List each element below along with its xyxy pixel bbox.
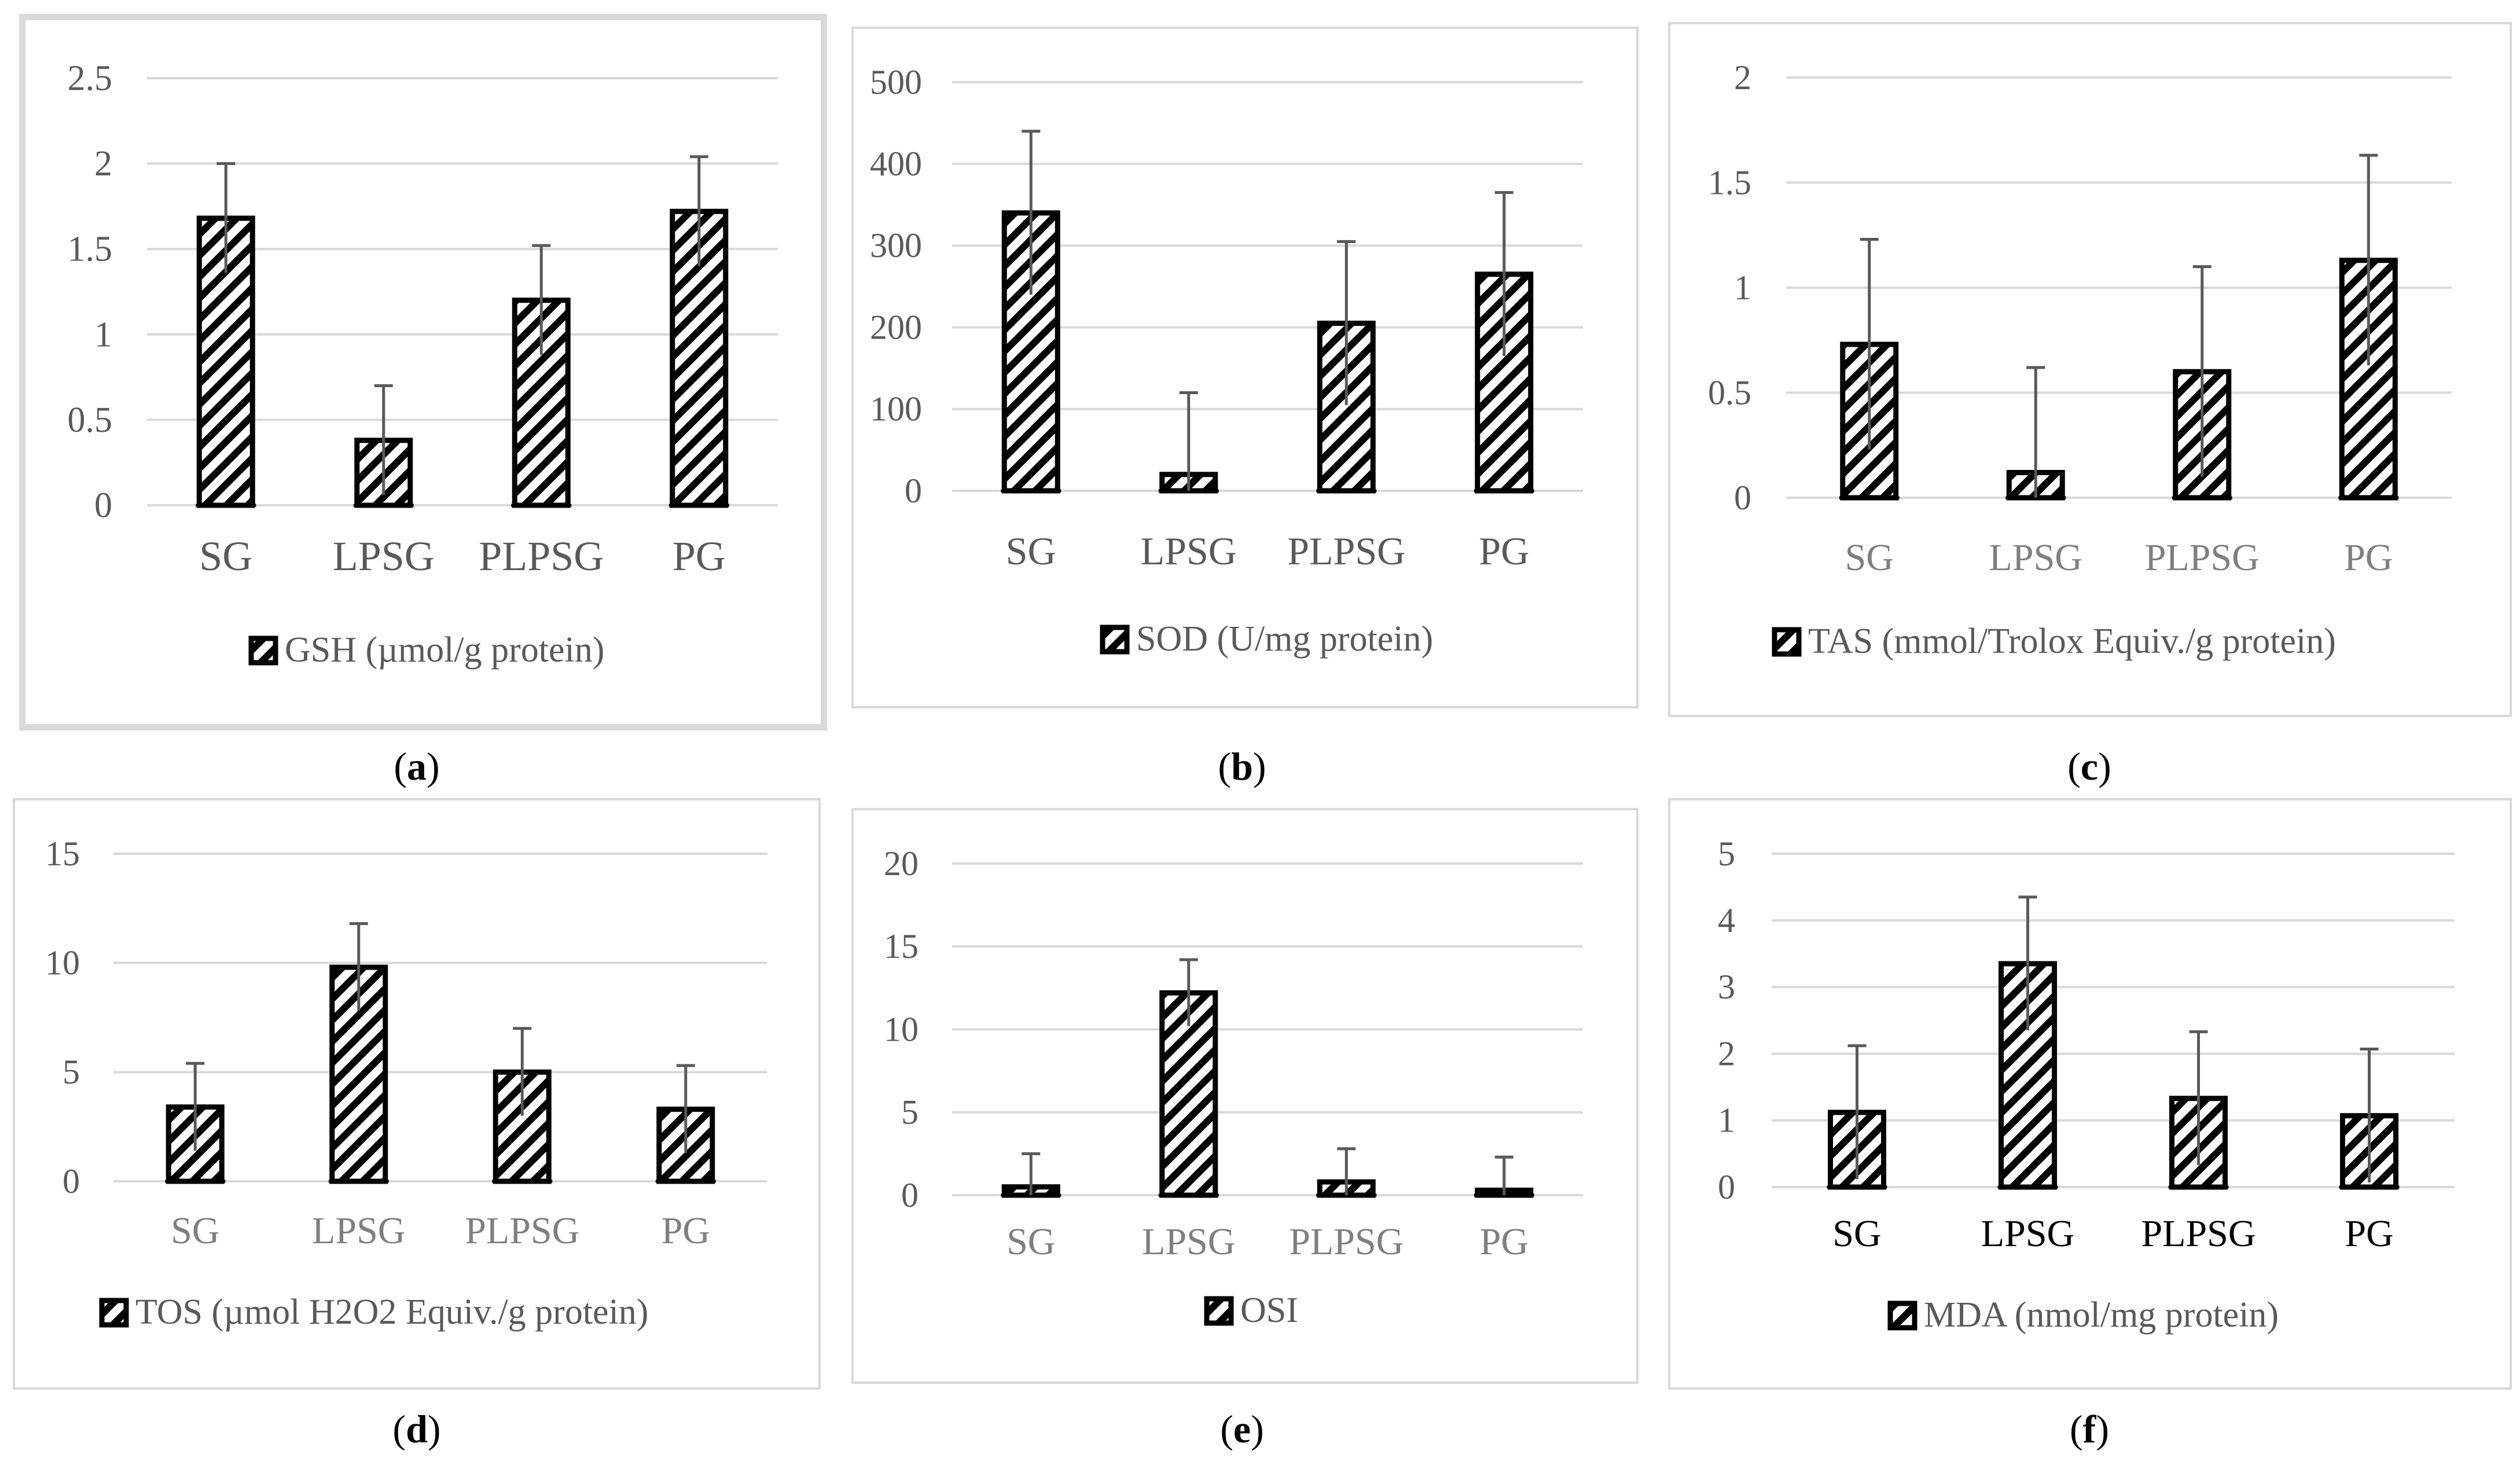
chart-svg-c: 0 0.5 1 1.5 2 SG LPSG PLPSG PG TAS (mmol/Trolox E… bbox=[1708, 58, 2452, 661]
x-tick-label: LPSG bbox=[1142, 1221, 1235, 1263]
x-tick-label: LPSG bbox=[1141, 529, 1237, 573]
x-tick-label: SG bbox=[171, 1210, 219, 1252]
y-tick-label: 3 bbox=[1718, 968, 1735, 1006]
chart-svg-a: 0 0.5 1 1.5 2 2.5 SG LPSG PLPSG PG GSH (µmol/g pro… bbox=[68, 58, 778, 670]
x-tick-label: PLPSG bbox=[1289, 1221, 1404, 1263]
legend-label: GSH (µmol/g protein) bbox=[285, 630, 604, 670]
chart-svg-d: 0 5 10 15 SG LPSG PLPSG PG TOS (µmol H2O2 Equiv.… bbox=[45, 835, 767, 1332]
y-tick-label: 2 bbox=[1718, 1034, 1735, 1072]
x-tick-label: LPSG bbox=[312, 1210, 405, 1252]
x-tick-label: PG bbox=[662, 1210, 710, 1252]
y-tick-label: 100 bbox=[870, 390, 922, 428]
y-tick-label: 0 bbox=[901, 1176, 919, 1214]
caption-letter-e: e bbox=[1233, 1407, 1251, 1451]
legend: TAS (mmol/Trolox Equiv./g protein) bbox=[1772, 622, 2336, 661]
legend-swatch bbox=[1772, 627, 1802, 657]
caption-d: (d) bbox=[392, 1407, 441, 1451]
y-tick-label: 1.5 bbox=[68, 230, 113, 269]
legend-label: OSI bbox=[1240, 1291, 1298, 1330]
y-tick-label: 5 bbox=[63, 1053, 80, 1091]
x-tick-label: PG bbox=[1479, 529, 1529, 573]
caption-f: (f) bbox=[2070, 1407, 2109, 1451]
chart-svg-e: 0 5 10 15 20 SG LPSG PLPSG PG OSI bbox=[884, 844, 1583, 1330]
legend-swatch bbox=[248, 636, 278, 666]
chart-panel-e: 0 5 10 15 20 SG LPSG PLPSG PG OSI bbox=[851, 808, 1639, 1384]
y-tick-label: 20 bbox=[884, 844, 919, 883]
y-tick-label: 5 bbox=[901, 1093, 919, 1132]
caption-letter-c: c bbox=[2080, 744, 2099, 788]
legend-swatch bbox=[1204, 1296, 1234, 1326]
legend: SOD (U/mg protein) bbox=[1100, 619, 1433, 659]
chart-svg-b: 0 100 200 300 400 500 SG LPSG PLPSG PG SOD (U/mg p… bbox=[870, 63, 1583, 659]
caption-letter-f: f bbox=[2082, 1407, 2096, 1451]
y-tick-label: 0 bbox=[63, 1162, 80, 1200]
y-tick-label: 0 bbox=[1734, 479, 1751, 517]
y-tick-label: 10 bbox=[884, 1010, 919, 1048]
chart-panel-b: 0 100 200 300 400 500 SG LPSG PLPSG PG SOD (U/mg p… bbox=[851, 27, 1639, 708]
legend-swatch bbox=[1100, 625, 1130, 655]
y-tick-label: 1 bbox=[94, 315, 112, 354]
legend: GSH (µmol/g protein) bbox=[248, 630, 604, 670]
y-tick-label: 1 bbox=[1718, 1101, 1735, 1140]
y-tick-label: 200 bbox=[870, 308, 922, 346]
x-tick-label: SG bbox=[1006, 1221, 1055, 1263]
caption-letter-d: d bbox=[406, 1407, 428, 1451]
caption-c: (c) bbox=[2067, 744, 2111, 788]
y-tick-label: 15 bbox=[45, 835, 80, 873]
y-tick-label: 0 bbox=[94, 486, 112, 525]
y-tick-label: 15 bbox=[884, 927, 919, 965]
caption-b: (b) bbox=[1218, 744, 1266, 788]
legend-swatch bbox=[1887, 1301, 1917, 1331]
x-tick-label: PG bbox=[673, 533, 726, 579]
x-tick-label: LPSG bbox=[1981, 1213, 2074, 1255]
legend-label: MDA (nmol/mg protein) bbox=[1924, 1295, 2279, 1335]
y-tick-label: 2 bbox=[1734, 58, 1751, 97]
caption-letter-a: a bbox=[407, 744, 427, 788]
chart-panel-c: 0 0.5 1 1.5 2 SG LPSG PLPSG PG TAS (mmol/Trolox E… bbox=[1668, 22, 2512, 717]
legend: MDA (nmol/mg protein) bbox=[1887, 1295, 2279, 1335]
y-tick-label: 5 bbox=[1718, 835, 1735, 873]
legend-label: TOS (µmol H2O2 Equiv./g protein) bbox=[135, 1292, 648, 1332]
y-tick-label: 500 bbox=[870, 63, 922, 101]
y-tick-label: 1 bbox=[1734, 269, 1751, 307]
chart-panel-a: 0 0.5 1 1.5 2 2.5 SG LPSG PLPSG PG GSH (µmol/g pro… bbox=[19, 14, 827, 730]
x-tick-label: PLPSG bbox=[479, 533, 604, 579]
legend-label: SOD (U/mg protein) bbox=[1136, 619, 1433, 659]
y-tick-label: 10 bbox=[45, 943, 80, 982]
x-tick-label: PLPSG bbox=[2145, 537, 2260, 579]
legend-label: TAS (mmol/Trolox Equiv./g protein) bbox=[1808, 622, 2336, 661]
legend: TOS (µmol H2O2 Equiv./g protein) bbox=[99, 1292, 648, 1332]
caption-a: (a) bbox=[394, 744, 440, 788]
x-tick-label: SG bbox=[1832, 1213, 1881, 1255]
x-tick-label: PLPSG bbox=[1287, 529, 1405, 573]
y-tick-label: 0.5 bbox=[1708, 373, 1751, 412]
y-tick-label: 0 bbox=[905, 472, 922, 510]
x-tick-label: PLPSG bbox=[465, 1210, 579, 1252]
x-tick-label: SG bbox=[1845, 537, 1894, 579]
chart-svg-f: 0 1 2 3 4 5 SG LPSG PLPSG PG MDA (nmol/mg protein) bbox=[1718, 835, 2455, 1335]
x-tick-label: SG bbox=[199, 533, 252, 579]
chart-panel-f: 0 1 2 3 4 5 SG LPSG PLPSG PG MDA (nmol/mg protein) bbox=[1668, 798, 2512, 1390]
y-tick-label: 1.5 bbox=[1708, 163, 1751, 201]
x-tick-label: PLPSG bbox=[2141, 1213, 2255, 1255]
x-tick-label: PG bbox=[1480, 1221, 1529, 1263]
y-tick-label: 400 bbox=[870, 145, 922, 183]
y-tick-label: 0.5 bbox=[68, 401, 113, 440]
x-tick-label: PG bbox=[2344, 537, 2393, 579]
x-tick-label: SG bbox=[1006, 529, 1056, 573]
y-tick-label: 2.5 bbox=[68, 58, 113, 98]
chart-panel-d: 0 5 10 15 SG LPSG PLPSG PG TOS (µmol H2O2 Equiv.… bbox=[13, 798, 821, 1390]
legend-swatch bbox=[99, 1298, 129, 1328]
x-tick-label: LPSG bbox=[1989, 537, 2082, 579]
x-tick-label: PG bbox=[2345, 1213, 2393, 1255]
y-tick-label: 4 bbox=[1718, 901, 1735, 939]
caption-letter-b: b bbox=[1231, 744, 1253, 788]
x-tick-label: LPSG bbox=[333, 533, 435, 579]
y-tick-label: 300 bbox=[870, 226, 922, 265]
legend: OSI bbox=[1204, 1291, 1298, 1330]
y-tick-label: 2 bbox=[94, 144, 112, 183]
y-tick-label: 0 bbox=[1718, 1168, 1735, 1206]
caption-e: (e) bbox=[1220, 1407, 1264, 1451]
